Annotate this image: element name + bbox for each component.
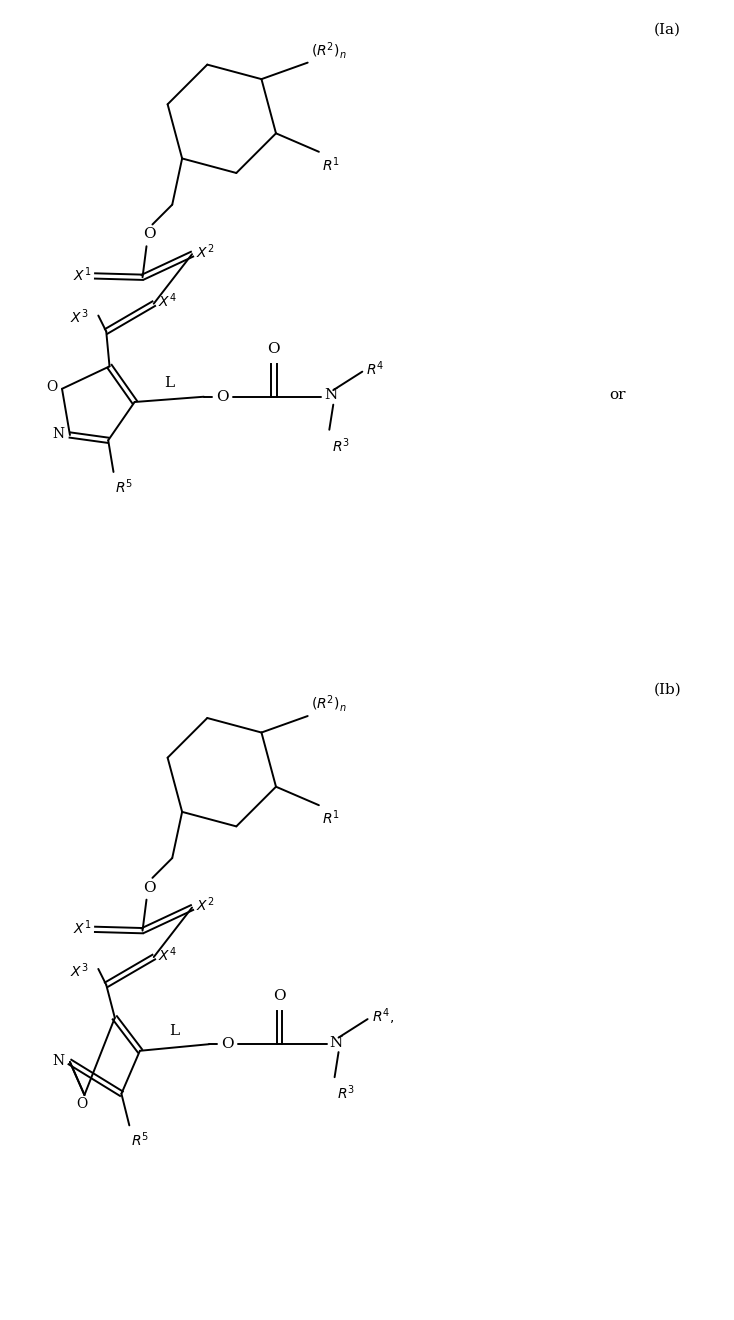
Text: $R^3$: $R^3$ xyxy=(337,1084,355,1102)
Text: (Ib): (Ib) xyxy=(653,682,681,697)
Text: $X^4$: $X^4$ xyxy=(158,945,176,964)
Text: $R^1$: $R^1$ xyxy=(322,808,340,828)
Text: $X^3$: $X^3$ xyxy=(70,961,88,979)
Text: $R^4$: $R^4$ xyxy=(366,360,385,379)
Text: $X^3$: $X^3$ xyxy=(70,308,88,326)
Text: $R^4,$: $R^4,$ xyxy=(371,1006,393,1027)
Text: $X^2$: $X^2$ xyxy=(196,896,214,915)
Text: $X^2$: $X^2$ xyxy=(196,243,214,261)
Text: O: O xyxy=(143,227,156,242)
Text: N: N xyxy=(53,426,65,441)
Text: or: or xyxy=(609,388,626,403)
Text: $X^1$: $X^1$ xyxy=(73,265,91,284)
Text: O: O xyxy=(46,380,57,395)
Text: N: N xyxy=(324,388,338,403)
Text: $X^4$: $X^4$ xyxy=(158,292,176,310)
Text: L: L xyxy=(170,1023,180,1038)
Text: L: L xyxy=(164,376,174,391)
Text: N: N xyxy=(52,1053,64,1068)
Text: $R^5$: $R^5$ xyxy=(115,478,134,496)
Text: $R^5$: $R^5$ xyxy=(131,1131,149,1150)
Text: O: O xyxy=(76,1097,87,1111)
Text: N: N xyxy=(330,1036,343,1049)
Text: O: O xyxy=(143,880,156,895)
Text: $(R^2)_n$: $(R^2)_n$ xyxy=(311,40,346,61)
Text: O: O xyxy=(216,389,229,404)
Text: $(R^2)_n$: $(R^2)_n$ xyxy=(311,693,346,714)
Text: O: O xyxy=(268,342,280,356)
Text: $R^3$: $R^3$ xyxy=(332,437,350,455)
Text: $X^1$: $X^1$ xyxy=(73,919,91,937)
Text: $R^1$: $R^1$ xyxy=(322,154,340,174)
Text: O: O xyxy=(222,1038,234,1051)
Text: O: O xyxy=(273,989,286,1003)
Text: (Ia): (Ia) xyxy=(654,22,681,37)
